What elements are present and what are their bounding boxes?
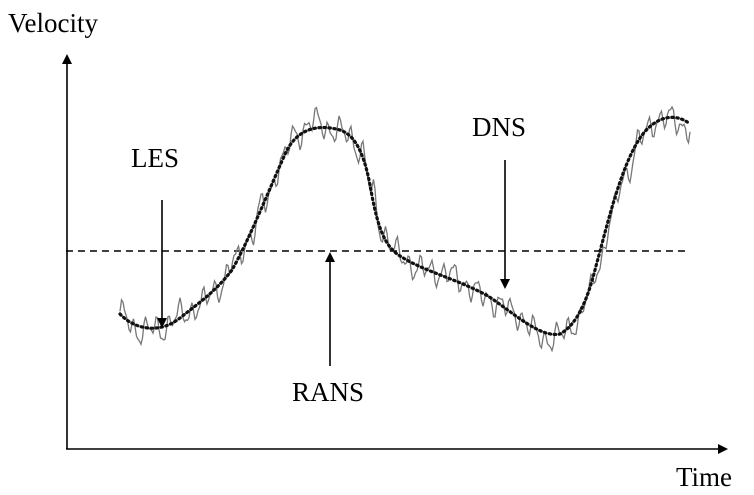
les-curve	[118, 115, 692, 336]
rans-label: RANS	[292, 377, 364, 407]
dns-label: DNS	[472, 112, 526, 142]
x-axis-label: Time	[676, 462, 732, 492]
y-axis-label: Velocity	[8, 8, 98, 38]
dns-curve	[119, 105, 691, 353]
les-label: LES	[131, 143, 179, 173]
